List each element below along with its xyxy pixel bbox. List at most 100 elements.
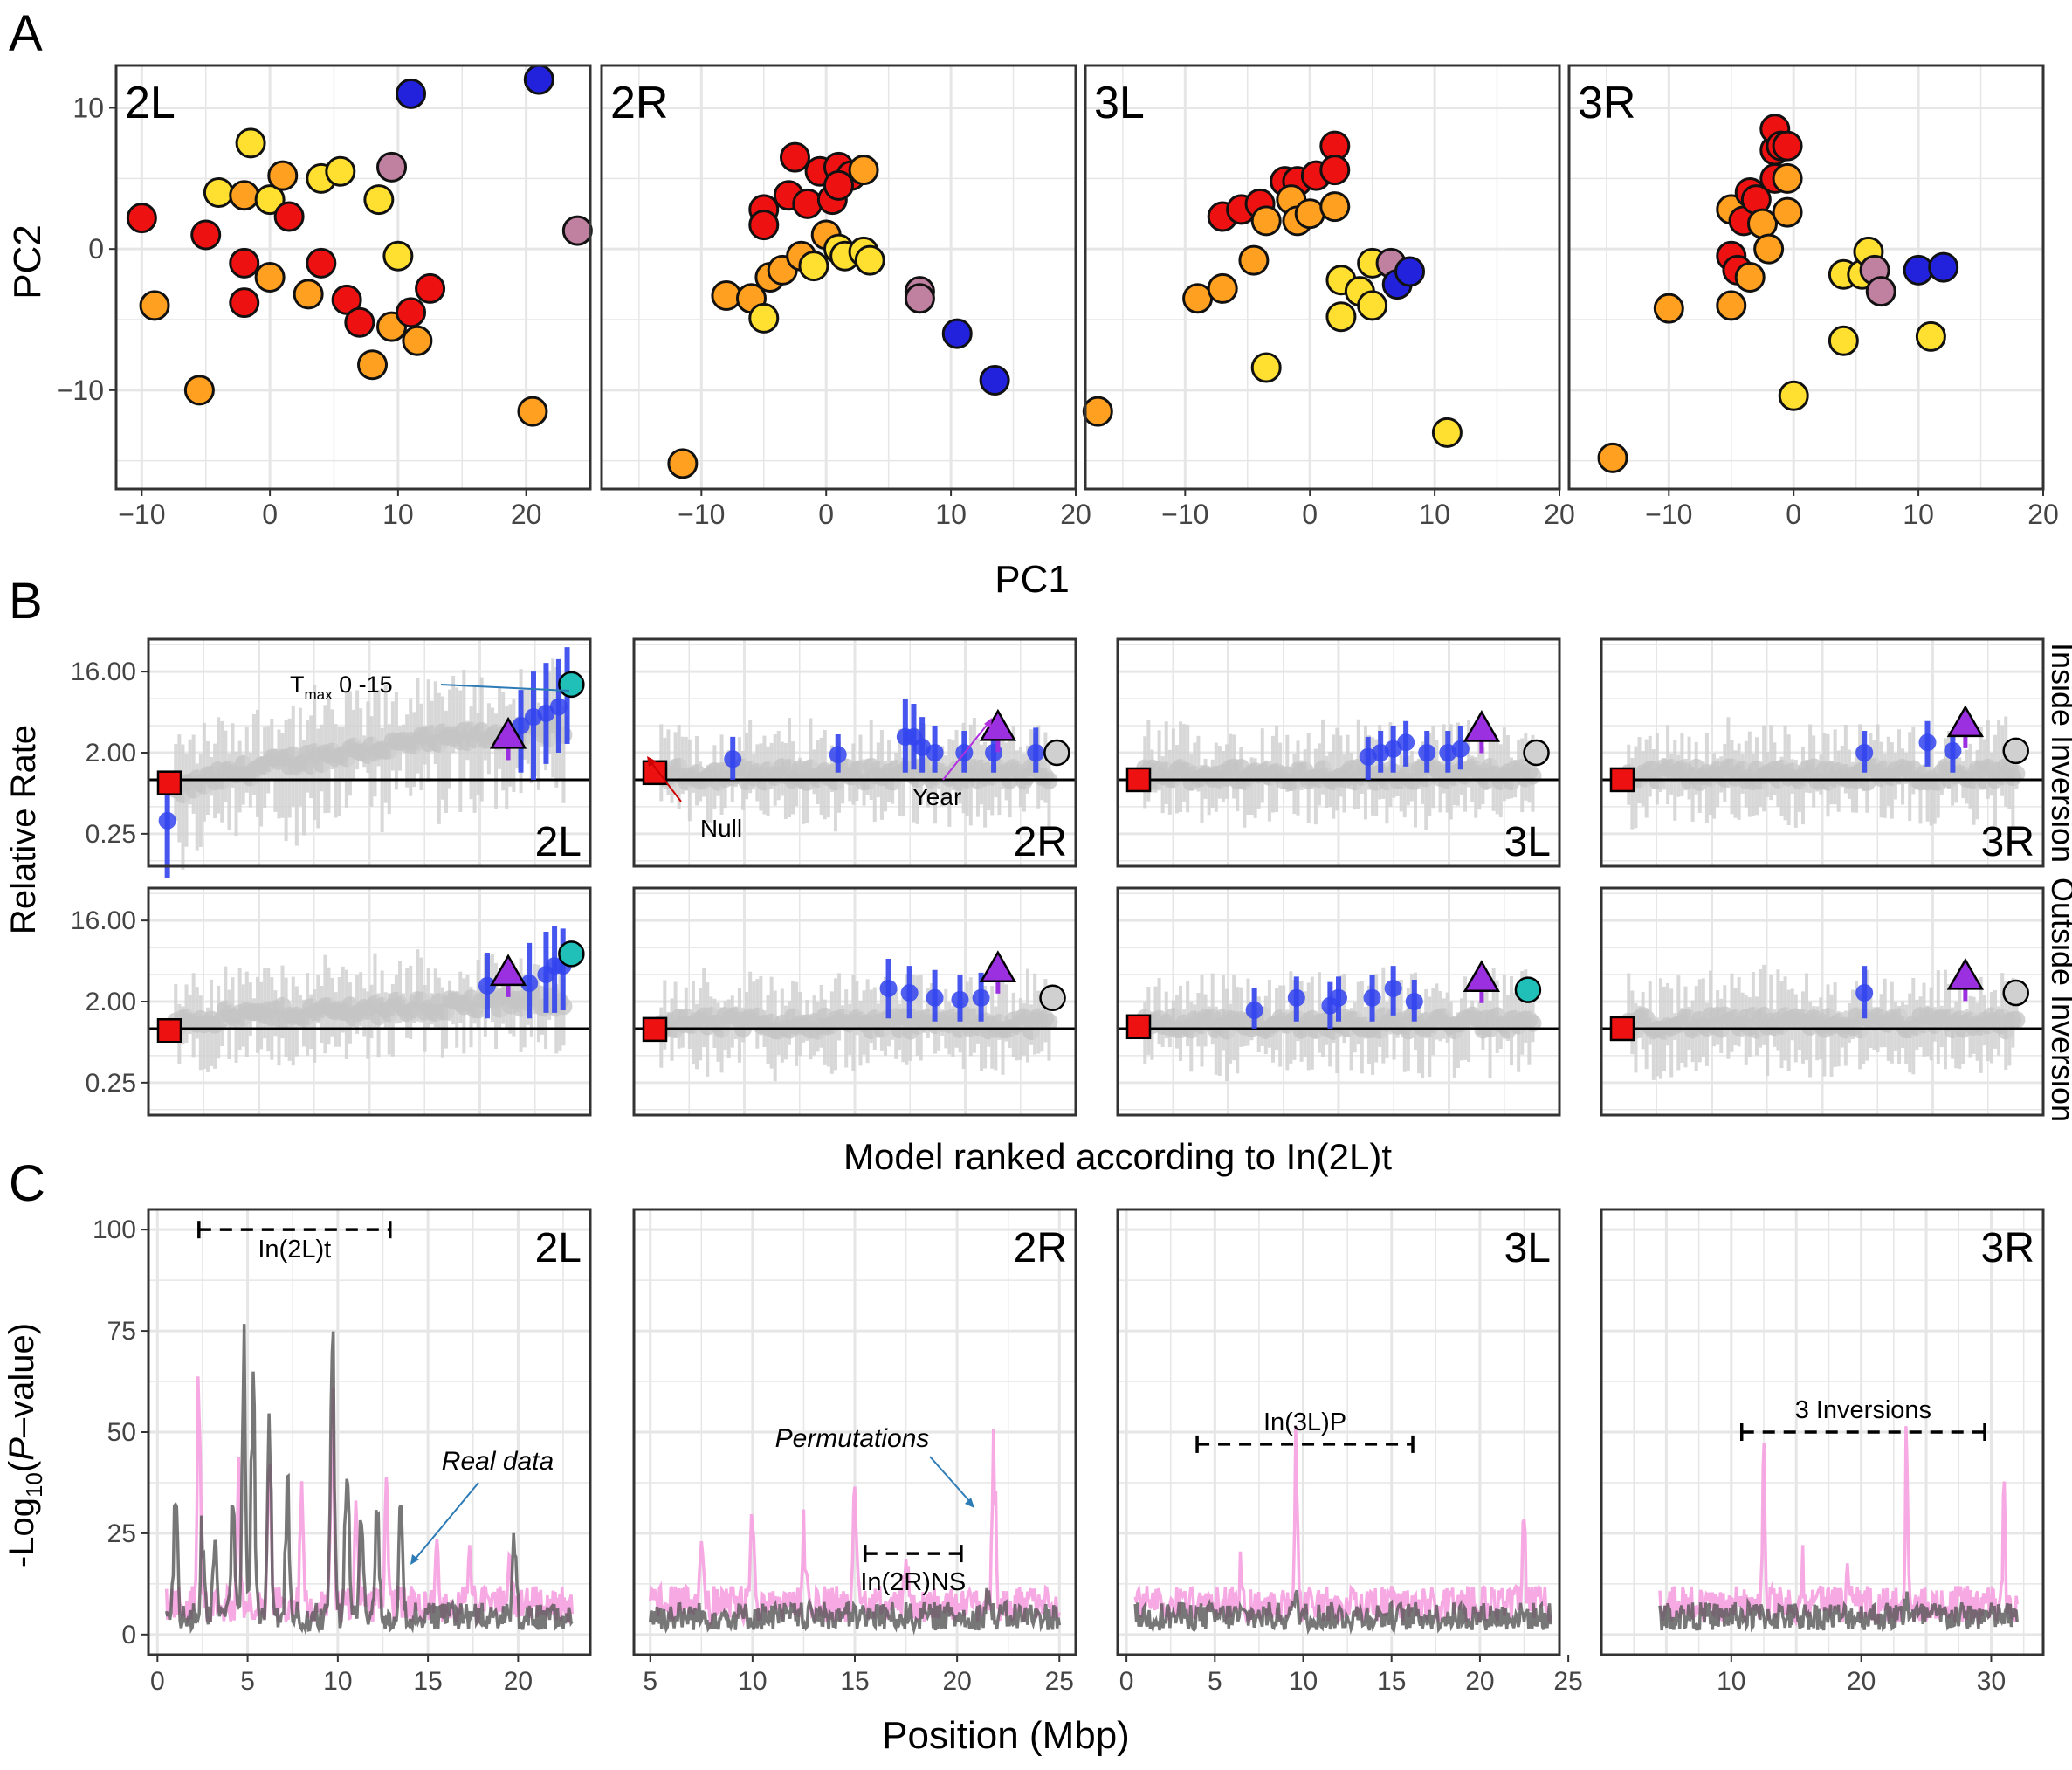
data-point xyxy=(1772,162,1803,194)
permutation-line xyxy=(648,1429,1061,1629)
real-data-arrow-head xyxy=(410,1554,419,1565)
x-tick-label: 25 xyxy=(1045,1667,1074,1696)
facet-b-3L-outside xyxy=(1116,886,1561,1117)
real-data-line xyxy=(648,1587,1062,1636)
tmax-marker xyxy=(558,940,585,968)
x-tick-label: 30 xyxy=(1977,1667,2006,1696)
y-tick-label: 10 xyxy=(72,93,104,124)
significant-point xyxy=(158,811,176,830)
data-point xyxy=(293,279,324,310)
x-tick-label: 10 xyxy=(1419,499,1450,530)
data-point xyxy=(363,184,395,216)
x-tick-label: 20 xyxy=(511,499,542,530)
data-point xyxy=(382,240,414,272)
permutation-line xyxy=(164,1376,575,1628)
facet-background xyxy=(1569,65,2043,489)
data-point xyxy=(1903,254,1934,286)
x-tick-label: 5 xyxy=(240,1667,255,1696)
data-point xyxy=(357,349,389,381)
x-tick-label: 0 xyxy=(1302,499,1318,530)
data-point xyxy=(1082,396,1113,427)
significant-point xyxy=(1287,988,1305,1007)
data-point xyxy=(235,127,266,159)
year-marker xyxy=(979,950,1017,983)
panel-c-xlabel: Position (Mbp) xyxy=(882,1714,1130,1757)
data-point xyxy=(792,188,823,219)
facet-frame xyxy=(1600,886,2045,1117)
x-tick-label: 10 xyxy=(738,1667,767,1696)
facet-frame xyxy=(632,637,1077,868)
tmax-marker xyxy=(558,671,585,699)
significant-point xyxy=(1855,744,1874,761)
tmax-marker xyxy=(2002,979,2029,1007)
significant-point xyxy=(1027,744,1045,761)
significant-point xyxy=(512,717,530,735)
year-arrow xyxy=(942,722,989,781)
data-point xyxy=(1734,262,1766,293)
data-point xyxy=(1431,417,1463,448)
x-tick-label: 20 xyxy=(942,1667,971,1696)
row-label-inside: Inside Inversion xyxy=(2045,643,2072,863)
panel-c-ylabel-open: ( xyxy=(3,1460,41,1472)
null-arrow-head xyxy=(647,756,657,767)
significant-point xyxy=(972,988,990,1007)
facet-label: 3L xyxy=(1504,1225,1551,1271)
y-tick-label: 25 xyxy=(107,1519,136,1548)
x-tick-label: −10 xyxy=(1645,499,1692,530)
model-point xyxy=(2007,1010,2026,1029)
significant-point xyxy=(1451,740,1470,758)
panel-letter-b: B xyxy=(9,573,43,630)
year-arrow-head xyxy=(984,718,992,728)
facet-background xyxy=(1085,65,1559,489)
significant-point xyxy=(1944,741,1962,760)
facet-frame xyxy=(632,886,1077,1117)
significant-point xyxy=(1397,733,1415,752)
data-point xyxy=(798,251,829,282)
facet-b-3R-outside xyxy=(1600,886,2045,1117)
year-marker xyxy=(1946,957,1985,990)
significant-point xyxy=(1330,988,1347,1007)
permutations-annotation: Permutations xyxy=(775,1424,930,1453)
data-point xyxy=(1238,244,1270,276)
x-tick-label: 5 xyxy=(1208,1667,1222,1696)
facet-label: 2R xyxy=(610,78,668,128)
panel-c-ylabel-sub: 10 xyxy=(21,1472,47,1498)
data-point xyxy=(1207,272,1238,304)
data-point xyxy=(1915,320,1946,352)
panel-c-ylabel-pre: -Log xyxy=(3,1498,41,1567)
significant-point xyxy=(900,984,919,1002)
data-point xyxy=(396,297,427,328)
data-point xyxy=(748,302,780,334)
significant-point xyxy=(549,698,568,716)
null-marker xyxy=(1609,1016,1635,1042)
significant-point xyxy=(1855,984,1874,1002)
facet-b-3R-inside: 3R xyxy=(1600,637,2045,868)
data-point xyxy=(396,78,427,109)
facet-frame xyxy=(1116,886,1561,1117)
facet-frame xyxy=(1084,64,1561,491)
x-tick-label: −10 xyxy=(118,499,165,530)
panel-c-ylabel-rest: –value) xyxy=(3,1323,41,1437)
tmax-marker xyxy=(1514,976,1542,1003)
tmax-arrow xyxy=(440,684,570,692)
facet-frame xyxy=(1116,1208,1561,1656)
data-point xyxy=(267,160,299,191)
panel-letter-c: C xyxy=(9,1155,45,1212)
data-point xyxy=(904,283,935,314)
x-tick-label: 0 xyxy=(1786,499,1801,530)
facet-background xyxy=(116,65,590,489)
facet-frame xyxy=(114,64,592,491)
null-marker xyxy=(1125,767,1152,793)
x-tick-label: 20 xyxy=(1544,499,1575,530)
real-data-annotation: Real data xyxy=(442,1447,554,1476)
tmax-marker xyxy=(1039,984,1066,1011)
data-point xyxy=(1828,325,1859,356)
x-tick-label: 20 xyxy=(504,1667,533,1696)
x-tick-label: 0 xyxy=(262,499,278,530)
data-point xyxy=(1294,198,1325,230)
data-point xyxy=(823,169,854,201)
data-point xyxy=(1325,301,1357,333)
facet-frame xyxy=(1600,637,2045,868)
significant-point xyxy=(520,975,539,993)
facet-label: 2L xyxy=(535,819,582,865)
